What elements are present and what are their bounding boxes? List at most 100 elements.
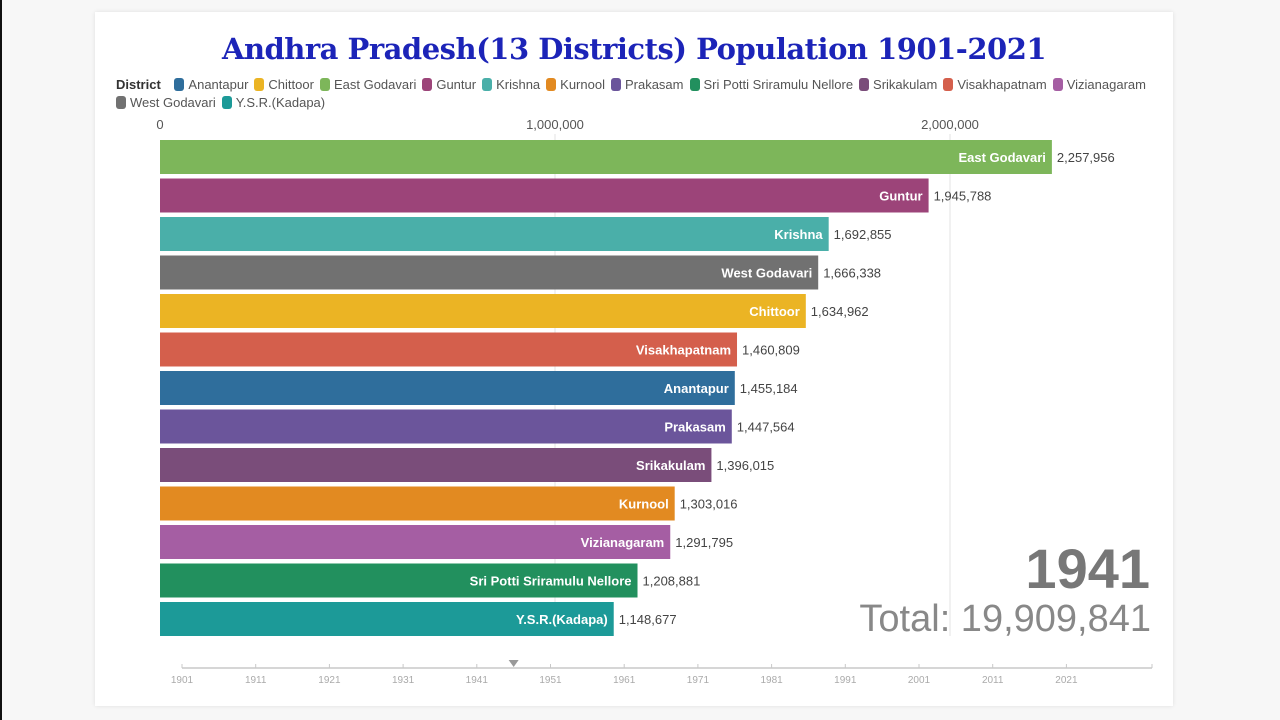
legend-item-visakhapatnam[interactable]: Visakhapatnam [943,76,1047,94]
legend-label: East Godavari [333,77,417,92]
value-label: 1,634,962 [811,304,869,319]
legend-label: Guntur [436,77,477,92]
bar-group-vizianagaram: Vizianagaram 1,291,795 [160,525,733,559]
bar-label: East Godavari [958,150,1045,165]
bar-group-sri-potti-sriramulu-nellore: Sri Potti Sriramulu Nellore 1,208,881 [160,563,701,598]
bar-label: Visakhapatnam [636,343,731,358]
value-label: 1,148,677 [619,612,677,627]
value-label: 1,455,184 [740,381,798,396]
timeline-tick-label: 1981 [760,675,783,686]
value-label: 1,945,788 [934,189,992,204]
legend-label: Krishna [496,77,541,92]
legend-swatch [482,78,493,91]
timeline-tick-label: 1931 [392,675,415,686]
bar-prakasam [160,409,732,444]
legend-label: Chittoor [268,77,314,92]
value-label: 1,666,338 [823,266,881,281]
bar-label: West Godavari [721,266,812,281]
bar-chittoor [160,294,806,328]
bar-label: Srikakulam [636,458,705,473]
bar-label: Guntur [879,189,922,204]
bar-guntur [160,178,929,213]
bar-group-prakasam: Prakasam 1,447,564 [160,409,795,444]
timeline-tick-label: 2021 [1055,675,1078,686]
legend-label: Y.S.R.(Kadapa) [235,95,326,110]
legend-item-prakasam[interactable]: Prakasam [610,76,684,94]
timeline-tick-label: 1971 [687,675,710,686]
legend-swatch [254,78,265,91]
bar-krishna [160,217,829,251]
legend-label: Visakhapatnam [957,77,1047,92]
value-label: 1,303,016 [680,497,738,512]
legend-item-krishna[interactable]: Krishna [482,76,540,94]
legend-label: West Godavari [130,95,216,110]
x-tick-label: 1,000,000 [526,117,584,132]
legend-label: Srikakulam [873,77,938,92]
value-label: 1,447,564 [737,420,795,435]
legend-item-y-s-r-kadapa[interactable]: Y.S.R.(Kadapa) [221,94,326,112]
legend-item-anantapur[interactable]: Anantapur [174,76,248,94]
bar-label: Kurnool [619,497,669,512]
bar-group-kurnool: Kurnool 1,303,016 [160,486,738,521]
bar-label: Vizianagaram [581,535,665,550]
bar-y-s-r-kadapa [160,602,614,636]
bar-group-west-godavari: West Godavari 1,666,338 [160,255,881,290]
bar-east-godavari [160,140,1052,174]
timeline-tick-label: 1951 [539,675,562,686]
timeline-tick-label: 2011 [982,675,1004,686]
value-label: 1,208,881 [643,574,701,589]
bar-group-anantapur: Anantapur 1,455,184 [160,371,798,405]
value-label: 2,257,956 [1057,150,1115,165]
bar-sri-potti-sriramulu-nellore [160,563,638,598]
value-label: 1,460,809 [742,343,800,358]
legend-item-chittoor[interactable]: Chittoor [254,76,314,94]
legend-item-srikakulam[interactable]: Srikakulam [859,76,937,94]
legend-item-guntur[interactable]: Guntur [422,76,476,94]
legend-swatch [422,78,433,91]
timeline-tick-label: 1941 [466,675,489,686]
legend-swatch [174,78,185,91]
value-label: 1,291,795 [675,535,733,550]
video-frame-edge [0,0,2,720]
legend-label: Sri Potti Sriramulu Nellore [703,77,854,92]
total-label: Total: 19,909,841 [859,598,1151,640]
bar-label: Prakasam [664,420,725,435]
legend-swatch [689,78,700,91]
bar-group-y-s-r-kadapa: Y.S.R.(Kadapa) 1,148,677 [160,602,677,636]
bar-group-east-godavari: East Godavari 2,257,956 [160,140,1115,174]
chart-card: Andhra Pradesh(13 Districts) Population … [95,12,1173,706]
bar-group-srikakulam: Srikakulam 1,396,015 [160,448,774,482]
legend-label: Kurnool [560,77,605,92]
timeline-tick-label: 1921 [318,675,341,686]
timeline-marker-handle[interactable] [508,660,519,667]
timeline-tick-label: 1991 [834,675,857,686]
legend-swatch [610,78,621,91]
bar-label: Anantapur [664,381,729,396]
timeline-tick-label: 2001 [908,675,931,686]
bar-label: Krishna [774,227,823,242]
legend-swatch [943,78,954,91]
legend-item-sri-potti-sriramulu-nellore[interactable]: Sri Potti Sriramulu Nellore [689,76,854,94]
bar-label: Sri Potti Sriramulu Nellore [470,574,632,589]
bar-vizianagaram [160,525,671,559]
legend-label: Prakasam [624,77,684,92]
legend-item-west-godavari[interactable]: West Godavari [116,94,216,112]
x-tick-label: 2,000,000 [921,117,979,132]
x-tick-label: 0 [156,117,163,132]
bar-visakhapatnam [160,332,738,367]
value-label: 1,396,015 [716,458,774,473]
legend-item-kurnool[interactable]: Kurnool [546,76,605,94]
legend-item-vizianagaram[interactable]: Vizianagaram [1052,76,1146,94]
legend-item-east-godavari[interactable]: East Godavari [319,76,417,94]
timeline-tick-label: 1961 [613,675,636,686]
chart-title: Andhra Pradesh(13 Districts) Population … [221,32,1047,66]
legend-swatch [319,78,330,91]
bar-kurnool [160,486,675,521]
bar-chart: 0 1,000,000 2,000,000 East Godavari 2,257,9… [156,117,1153,686]
legend-swatch [1052,78,1063,91]
legend-swatch [859,78,870,91]
bar-group-krishna: Krishna 1,692,855 [160,217,892,251]
legend-title: District [116,77,161,92]
bar-west-godavari [160,255,819,290]
legend-swatch [116,96,126,109]
